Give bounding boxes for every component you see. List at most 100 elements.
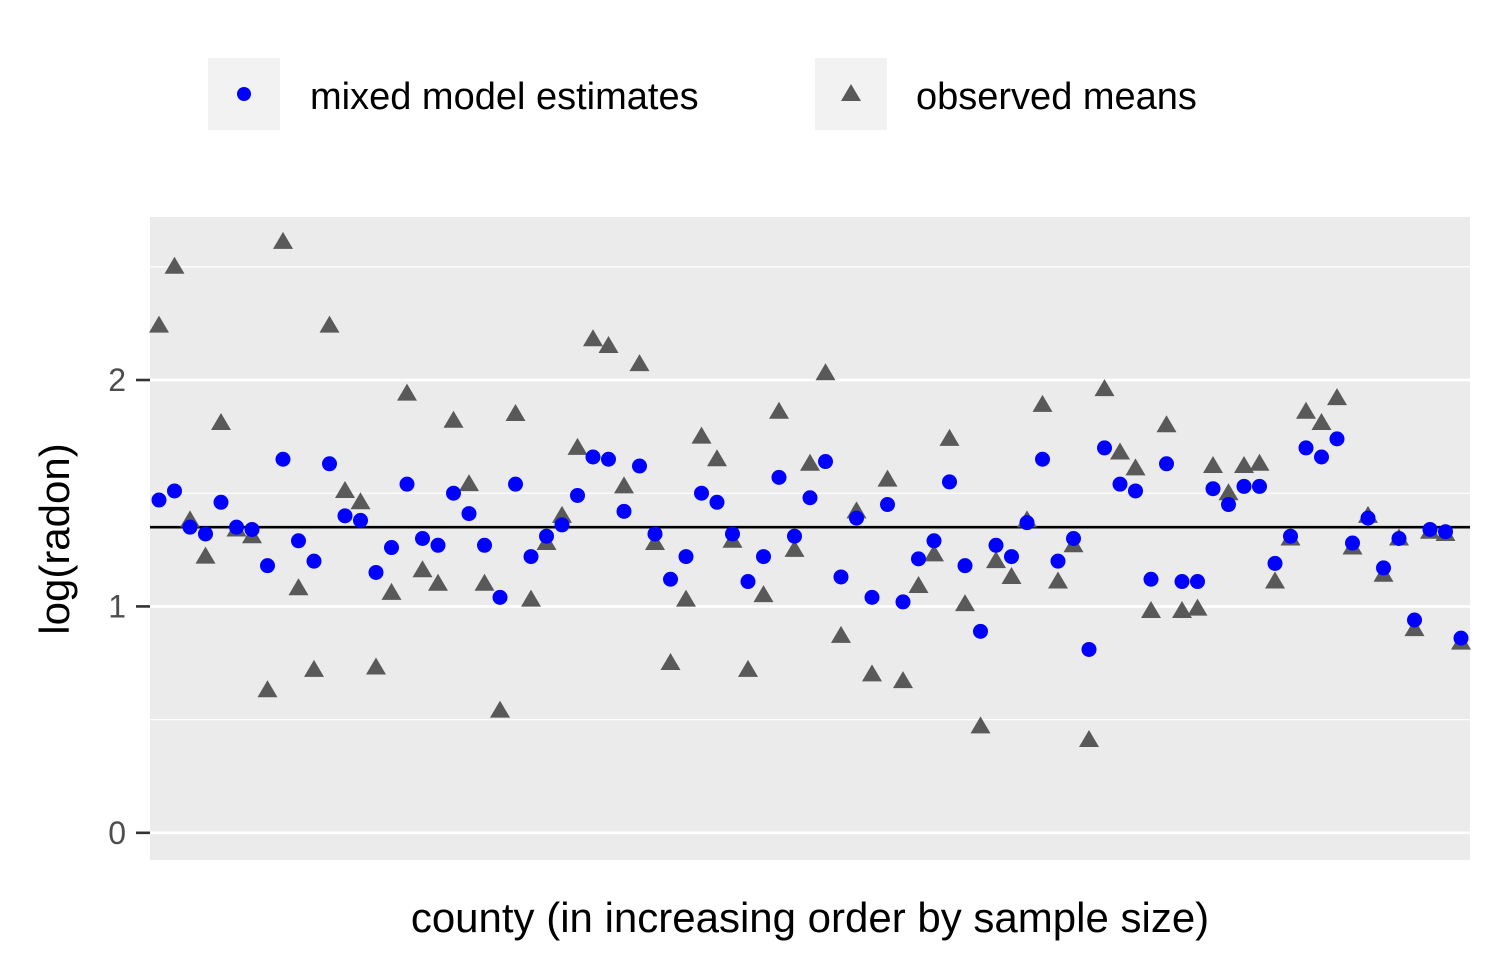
observed-mean-point: [1327, 388, 1347, 406]
mixed-estimate-point: [1035, 451, 1050, 467]
legend-triangle-icon: [841, 84, 861, 101]
mixed-estimate-point: [973, 623, 988, 639]
observed-mean-point: [1187, 598, 1208, 616]
observed-mean-point: [939, 428, 960, 446]
mixed-estimate-point: [198, 526, 213, 542]
legend-circle-icon: [237, 87, 251, 101]
mixed-estimate-point: [725, 526, 740, 542]
mixed-estimate-point: [477, 537, 492, 553]
mixed-estimate-point: [1004, 549, 1019, 565]
observed-mean-point: [1203, 456, 1223, 474]
mixed-estimate-point: [678, 549, 694, 565]
observed-mean-point: [645, 533, 665, 551]
mixed-estimate-point: [1143, 571, 1159, 587]
mixed-estimate-point: [1360, 510, 1376, 526]
observed-mean-point: [459, 474, 479, 492]
mixed-estimate-point: [523, 549, 539, 565]
mixed-estimate-point: [1298, 440, 1314, 456]
observed-mean-point: [304, 659, 324, 677]
observed-mean-point: [1048, 571, 1068, 589]
mixed-estimate-point: [1019, 515, 1035, 531]
observed-mean-point: [381, 582, 402, 600]
observed-mean-point: [412, 560, 433, 578]
observed-mean-point: [1094, 379, 1115, 397]
observed-mean-point: [1234, 456, 1254, 474]
observed-mean-point: [1125, 458, 1146, 476]
mixed-estimate-point: [539, 528, 554, 544]
mixed-estimate-point: [942, 474, 957, 490]
observed-mean-point: [490, 700, 510, 718]
observed-mean-point: [1249, 453, 1270, 471]
mixed-estimate-point: [911, 551, 926, 567]
mixed-estimate-point: [1314, 449, 1329, 465]
mixed-estimate-point: [1329, 431, 1345, 447]
observed-mean-point: [831, 625, 851, 643]
y-axis: 0 1 2: [108, 362, 150, 851]
observed-mean-point: [273, 231, 293, 249]
observed-mean-point: [986, 551, 1006, 569]
mixed-estimate-point: [167, 483, 182, 499]
observed-mean-point: [195, 546, 216, 564]
mixed-estimate-point: [1066, 531, 1081, 546]
observed-mean-point: [474, 573, 495, 591]
observed-mean-point: [350, 492, 371, 510]
mixed-estimate-point: [1174, 574, 1190, 590]
observed-mean-point: [257, 680, 278, 698]
mixed-estimate-point: [1453, 630, 1469, 646]
observed-mean-point: [707, 449, 727, 467]
mixed-estimate-point: [1205, 481, 1221, 497]
mixed-estimate-point: [1128, 483, 1143, 499]
observed-mean-point: [505, 403, 526, 421]
observed-mean-point: [924, 544, 944, 562]
observed-mean-point: [567, 437, 588, 455]
observed-mean-point: [1141, 600, 1161, 618]
observed-mean-point: [1296, 401, 1316, 419]
mixed-estimate-point: [1050, 553, 1066, 569]
mixed-estimate-point: [291, 533, 306, 549]
mixed-estimate-point: [415, 531, 430, 546]
mixed-estimate-point: [1159, 456, 1174, 472]
observed-mean-point: [1079, 730, 1099, 748]
observed-mean-point: [800, 453, 820, 471]
observed-mean-point: [955, 594, 975, 612]
mixed-estimate-point: [694, 485, 709, 501]
mixed-estimate-point: [663, 571, 678, 587]
mixed-estimate-point: [849, 510, 864, 526]
mixed-estimate-point: [461, 506, 477, 522]
mixed-estimate-point: [1438, 524, 1453, 540]
observed-mean-point: [288, 578, 309, 596]
observed-mean-point: [1172, 600, 1192, 618]
mixed-estimate-point: [1391, 531, 1407, 546]
mixed-estimate-point: [585, 449, 601, 465]
mixed-estimate-point: [1283, 528, 1298, 544]
y-tick-label: 2: [108, 362, 126, 398]
mixed-estimate-point: [833, 569, 849, 585]
observed-mean-point: [970, 716, 991, 734]
observed-mean-point: [366, 657, 386, 675]
observed-mean-point: [397, 383, 417, 401]
mixed-estimate-point: [802, 490, 818, 506]
mixed-estimate-point: [1376, 560, 1391, 576]
observed-mean-point: [815, 363, 836, 381]
mixed-estimate-point: [1252, 478, 1267, 494]
mixed-estimate-point: [895, 594, 911, 610]
mixed-estimates-points: [151, 431, 1469, 657]
mixed-estimate-point: [818, 454, 833, 470]
mixed-estimate-point: [384, 540, 399, 556]
mixed-estimate-point: [1407, 612, 1422, 628]
mixed-estimate-point: [306, 553, 322, 569]
mixed-estimate-point: [957, 558, 973, 574]
mixed-estimate-point: [229, 519, 244, 535]
observed-mean-point: [893, 671, 913, 689]
observed-mean-point: [1110, 442, 1130, 460]
mixed-estimate-point: [275, 451, 291, 467]
mixed-estimate-point: [1190, 574, 1205, 590]
observed-mean-point: [319, 315, 340, 333]
mixed-estimate-point: [322, 456, 337, 472]
legend-label-observed-means: observed means: [916, 76, 1197, 118]
mixed-estimate-point: [1267, 555, 1283, 571]
mixed-estimate-point: [508, 476, 523, 492]
observed-mean-point: [443, 410, 464, 428]
mixed-estimate-point: [864, 589, 880, 605]
